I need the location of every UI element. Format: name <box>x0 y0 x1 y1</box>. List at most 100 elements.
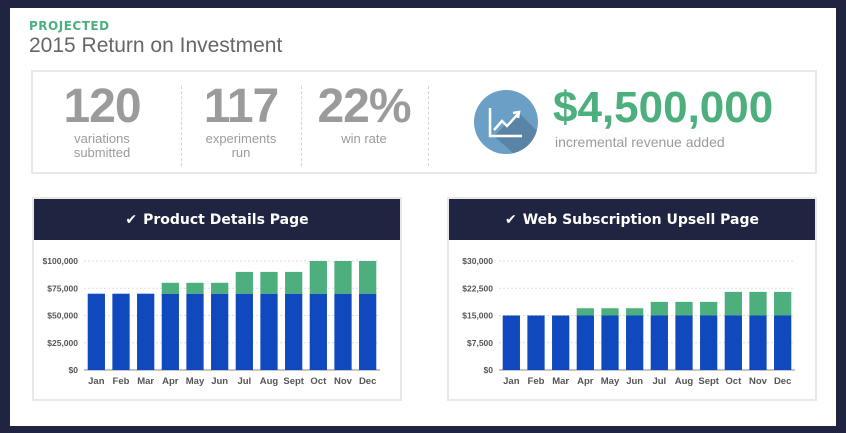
bar-segment <box>700 315 718 370</box>
x-tick-label: Mar <box>137 376 154 387</box>
bar-segment <box>211 293 229 370</box>
x-tick-label: Oct <box>310 376 327 387</box>
x-tick-label: Jun <box>211 376 228 387</box>
bar-segment <box>285 293 303 370</box>
bar-segment <box>576 308 594 316</box>
x-tick-label: Apr <box>162 376 179 387</box>
y-tick-label: $50,000 <box>47 311 78 321</box>
page-title: 2015 Return on Investment <box>29 34 283 57</box>
bar-segment <box>675 301 693 316</box>
panel-title: Product Details Page <box>143 211 309 228</box>
stat-value: 120 <box>63 80 141 133</box>
eyebrow-label: PROJECTED <box>29 19 110 33</box>
stats-bar: 120 variations submitted 117 experiments… <box>31 70 817 174</box>
bar-segment <box>626 315 644 370</box>
y-tick-label: $30,000 <box>462 256 493 266</box>
stat-label: experiments <box>205 131 277 146</box>
upsell-panel: ✔ Web Subscription Upsell Page $0 $7,500 $… <box>447 197 817 401</box>
panel-title: Web Subscription Upsell Page <box>522 211 759 228</box>
y-tick-label: $25,000 <box>47 338 78 348</box>
bar-segment <box>137 293 155 370</box>
bar-segment <box>186 282 204 294</box>
bar-segment <box>749 315 767 370</box>
upsell-chart: $0 $7,500 $15,000 $22,500 $30,000 Jan Feb Mar Ap… <box>462 256 795 387</box>
x-tick-label: Jun <box>626 376 643 387</box>
stat-label: win rate <box>341 131 387 146</box>
x-tick-label: Nov <box>749 376 768 387</box>
bar-segment <box>774 315 792 370</box>
stat-win-rate: 22% win rate <box>305 82 423 146</box>
bar-segment <box>161 282 179 294</box>
bar-segment <box>774 291 792 316</box>
bar-segment <box>601 308 619 316</box>
x-tick-label: Jan <box>503 376 520 387</box>
checkmark-icon: ✔ <box>505 211 517 228</box>
divider <box>301 86 302 166</box>
bar-segment <box>724 315 742 370</box>
stat-value: 22% <box>317 80 411 133</box>
x-tick-label: Nov <box>334 376 353 387</box>
y-tick-label: $15,000 <box>462 311 493 321</box>
y-tick-label: $75,000 <box>47 283 78 293</box>
bar-segment <box>334 261 352 294</box>
product-details-chart: $0 $25,000 $50,000 $75,000 $100,000 Jan Feb Mar… <box>43 256 380 387</box>
panel-header: ✔ Product Details Page <box>34 199 400 240</box>
bar-segment <box>626 308 644 316</box>
x-tick-label: Jul <box>652 376 666 387</box>
roi-card: PROJECTED 2015 Return on Investment 120 … <box>10 8 836 426</box>
x-tick-label: May <box>186 376 205 387</box>
x-tick-label: Sept <box>698 376 719 387</box>
bar-segment <box>309 261 327 294</box>
divider <box>428 86 429 166</box>
x-tick-label: Oct <box>725 376 742 387</box>
bar-segment <box>700 301 718 316</box>
x-tick-label: Jul <box>237 376 251 387</box>
x-tick-label: Apr <box>577 376 594 387</box>
bar-segment <box>601 315 619 370</box>
stat-experiments: 117 experiments run <box>185 82 297 160</box>
x-tick-label: Dec <box>359 376 376 387</box>
bar-segment <box>260 271 278 294</box>
bar-segment <box>334 293 352 370</box>
bar-segment <box>552 315 570 370</box>
checkmark-icon: ✔ <box>125 211 138 228</box>
bar-segment <box>359 293 377 370</box>
bar-segment <box>87 293 105 370</box>
x-tick-label: Aug <box>260 376 279 387</box>
x-tick-label: Dec <box>774 376 791 387</box>
bar-segment <box>359 261 377 294</box>
panel-header: ✔ Web Subscription Upsell Page <box>449 199 815 240</box>
bar-segment <box>285 271 303 294</box>
x-tick-label: Feb <box>528 376 545 387</box>
x-tick-label: Jan <box>88 376 105 387</box>
bar-segment <box>260 293 278 370</box>
x-tick-label: Sept <box>283 376 304 387</box>
bar-segment <box>161 293 179 370</box>
bar-segment <box>112 293 130 370</box>
stat-label: run <box>231 145 251 160</box>
bar-segment <box>502 315 520 370</box>
bar-segment <box>309 293 327 370</box>
bar-segment <box>724 291 742 316</box>
bar-segment <box>650 315 668 370</box>
bar-segment <box>576 315 594 370</box>
y-tick-label: $100,000 <box>43 256 79 266</box>
bar-segment <box>235 271 253 294</box>
stat-variations: 120 variations submitted <box>47 82 157 160</box>
bar-segment <box>186 293 204 370</box>
product-details-panel: ✔ Product Details Page $0 $25,000 $50,000 $… <box>32 197 402 401</box>
stat-label: submitted <box>73 145 131 160</box>
x-tick-label: Feb <box>113 376 130 387</box>
bar-segment <box>527 315 545 370</box>
x-tick-label: May <box>601 376 620 387</box>
revenue-value: $4,500,000 <box>553 83 774 132</box>
y-tick-label: $22,500 <box>462 283 493 293</box>
stat-label: variations <box>74 131 130 146</box>
bar-segment <box>650 301 668 316</box>
bar-segment <box>235 293 253 370</box>
y-tick-label: $7,500 <box>467 338 493 348</box>
line-chart-up-icon <box>474 90 538 154</box>
bar-segment <box>675 315 693 370</box>
bar-segment <box>749 291 767 316</box>
revenue-label: incremental revenue added <box>555 134 725 150</box>
